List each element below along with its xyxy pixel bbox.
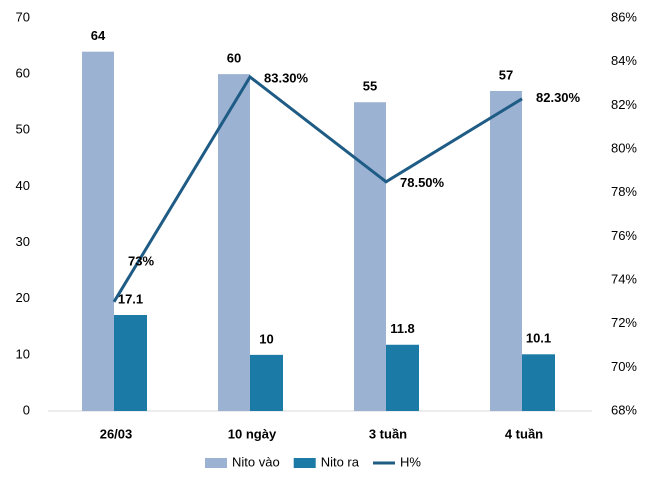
line: [112, 74, 523, 303]
legend-label: Nito ra: [321, 454, 360, 469]
y-tick-label: 0: [23, 402, 30, 417]
data-label: 83.30%: [264, 70, 309, 85]
y-tick-label: 20: [16, 290, 30, 305]
data-label: 10: [259, 331, 273, 346]
y-tick-label: 50: [16, 122, 30, 137]
y2-tick-label: 74%: [611, 271, 637, 286]
y-tick-label: 70: [16, 9, 30, 24]
data-label: 64: [91, 28, 106, 43]
bar: [218, 74, 250, 412]
bar: [522, 354, 555, 411]
x-tick-label: 10 ngày: [228, 426, 277, 441]
legend-swatch: [293, 458, 316, 468]
data-label: 10.1: [526, 331, 551, 346]
legend-label: Nito vào: [232, 454, 280, 469]
y-tick-label: 10: [16, 346, 30, 361]
legend-label: H%: [400, 454, 421, 469]
y2-tick-label: 84%: [611, 53, 637, 68]
data-label: 55: [363, 79, 377, 94]
bar: [114, 314, 147, 411]
bar: [354, 102, 386, 411]
x-tick-label: 4 tuần: [505, 426, 543, 441]
data-label: 60: [227, 51, 241, 66]
y2-tick-label: 72%: [611, 315, 637, 330]
bar: [82, 51, 114, 411]
y2-tick-label: 70%: [611, 359, 637, 374]
y2-tick-label: 76%: [611, 228, 637, 243]
data-label: 73%: [128, 253, 154, 268]
x-tick-label: 26/03: [100, 426, 133, 441]
x-tick-label: 3 tuần: [369, 426, 407, 441]
data-label: 11.8: [390, 321, 415, 336]
y-tick-label: 40: [16, 178, 30, 193]
data-label: 82.30%: [536, 90, 581, 105]
y2-tick-label: 78%: [611, 184, 637, 199]
y-tick-label: 30: [16, 234, 30, 249]
y2-tick-label: 68%: [611, 402, 637, 417]
y2-tick-label: 86%: [611, 9, 637, 24]
y2-tick-label: 80%: [611, 140, 637, 155]
bar: [490, 90, 522, 411]
data-label: 57: [499, 67, 513, 82]
bar: [386, 344, 419, 411]
y-tick-label: 60: [16, 66, 30, 81]
bar: [250, 354, 283, 411]
legend-swatch: [205, 458, 227, 468]
data-label: 17.1: [118, 291, 143, 306]
data-label: 78.50%: [400, 175, 445, 190]
y2-tick-label: 82%: [611, 97, 637, 112]
